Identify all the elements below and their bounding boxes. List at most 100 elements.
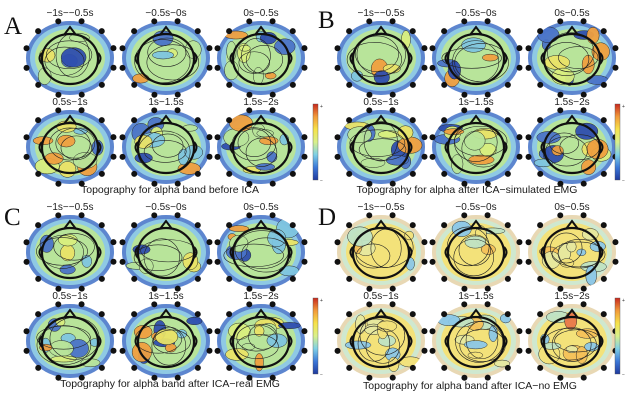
electrode-dot (269, 180, 276, 187)
electrode-dot (421, 45, 428, 52)
head-outline (136, 315, 196, 369)
electrode-dot (334, 258, 341, 265)
electrode-dot (78, 107, 85, 114)
electrode-dot (600, 170, 607, 177)
electrode-dot (206, 239, 213, 246)
ear-left (444, 246, 449, 259)
activity-patch (397, 125, 414, 140)
activity-patch (376, 320, 398, 332)
activity-patch (152, 50, 174, 60)
electrode-dot (269, 91, 276, 98)
contour-line (143, 140, 187, 163)
electrode-dot (131, 28, 138, 35)
activity-patches (537, 26, 610, 86)
electrode-dot (246, 285, 253, 292)
nose-mark (63, 114, 77, 125)
electrode-dot (226, 117, 233, 124)
electrode-dot (600, 311, 607, 318)
head-outline (351, 226, 411, 280)
activity-patch (373, 70, 390, 85)
scalp-map (334, 301, 428, 381)
activity-patch (186, 316, 203, 326)
electrode-dot (334, 45, 341, 52)
panel-letter-a: A (4, 13, 23, 40)
electrode-dot (346, 275, 353, 282)
head-outline (40, 226, 100, 280)
electrode-dot (206, 258, 213, 265)
electrode-dot (409, 275, 416, 282)
ear-left (540, 335, 545, 348)
electrode-dot (110, 45, 117, 52)
head-outline (40, 315, 100, 369)
electrode-dot (246, 374, 253, 381)
head-outline (446, 315, 506, 369)
electrode-dot (421, 153, 428, 160)
electrode-dot (429, 328, 436, 335)
activity-patch (255, 163, 275, 171)
scalp-map (334, 212, 428, 292)
contour-line (346, 42, 403, 78)
electrode-dot (214, 45, 221, 52)
contour-line (146, 44, 200, 81)
window-title: 0.5s−1s (52, 291, 88, 302)
electrode-dot (409, 117, 416, 124)
electrode-dot (484, 285, 491, 292)
electrode-dot (269, 18, 276, 25)
head-outline (136, 32, 196, 86)
ear-right (288, 246, 293, 259)
window-title: −1s−−0.5s (357, 8, 405, 19)
activity-patch (229, 114, 253, 132)
electrode-dot (580, 91, 587, 98)
window-title: −0.5s−0s (455, 202, 497, 213)
electrode-dot (516, 153, 523, 160)
electrode-dot (346, 81, 353, 88)
ear-right (97, 246, 102, 259)
window-title: 0s−0.5s (243, 202, 279, 213)
electrode-dot (461, 180, 468, 187)
activity-patch (60, 244, 76, 262)
electrode-dot (461, 285, 468, 292)
window-title: 1s−1.5s (148, 97, 184, 108)
electrode-dot (484, 374, 491, 381)
electrode-dot (78, 212, 85, 219)
activity-patches (533, 122, 612, 175)
electrode-dot (301, 328, 308, 335)
nose-mark (254, 219, 268, 230)
electrode-dot (55, 18, 62, 25)
electrode-dot (78, 301, 85, 308)
electrode-dot (226, 222, 233, 229)
electrode-dot (174, 107, 181, 114)
electrode-dot (98, 222, 105, 229)
contour-line (454, 43, 509, 83)
electrode-dot (537, 81, 544, 88)
electrode-dot (409, 170, 416, 177)
contour-line (355, 35, 399, 72)
electrode-dot (78, 180, 85, 187)
ear-right (408, 335, 413, 348)
electrode-dot (484, 212, 491, 219)
electrode-dot (35, 117, 42, 124)
activity-patches (344, 120, 423, 169)
scalp-map (119, 301, 213, 381)
nose-mark (63, 308, 77, 319)
nose-mark (469, 114, 483, 125)
scalp-map (525, 301, 619, 381)
colorbar-max-label: + (622, 104, 625, 110)
panel-letter-b: B (318, 7, 335, 34)
electrode-dot (131, 117, 138, 124)
electrode-dot (269, 374, 276, 381)
scalp-map (23, 212, 117, 292)
colorbar-min-label: − (622, 178, 625, 184)
activity-patch (463, 340, 488, 350)
head-outline (542, 226, 602, 280)
electrode-dot (226, 364, 233, 371)
activity-patch (566, 240, 577, 253)
window-title: 1.5s−2s (554, 97, 590, 108)
ear-left (540, 246, 545, 259)
electrode-dot (55, 301, 62, 308)
electrode-dot (206, 328, 213, 335)
electrode-dot (366, 374, 373, 381)
electrode-dot (23, 258, 30, 265)
electrode-dot (557, 107, 564, 114)
electrode-dot (55, 91, 62, 98)
